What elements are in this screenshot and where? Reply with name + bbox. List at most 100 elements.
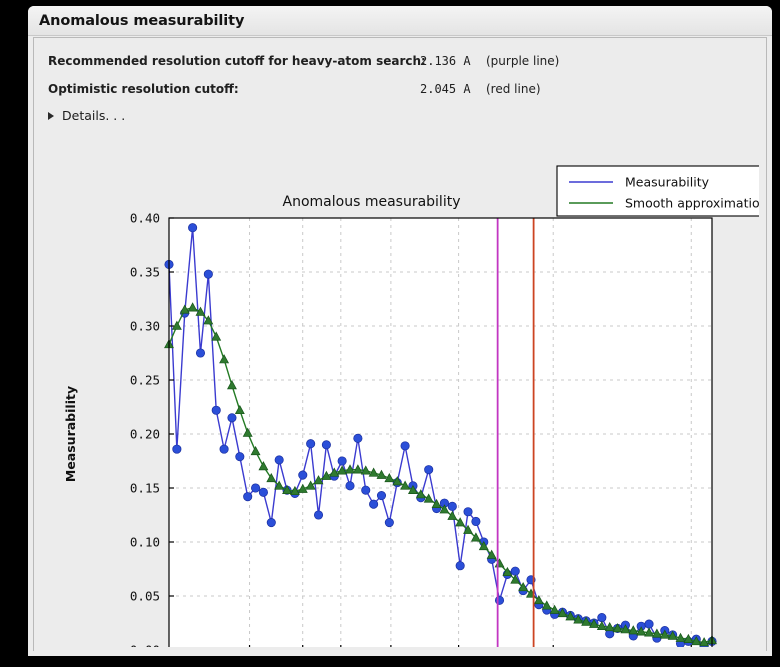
data-point-marker <box>636 626 647 636</box>
info-value-optimistic-cutoff: 2.045 A <box>420 82 471 96</box>
data-point-marker <box>502 566 513 577</box>
data-point-marker <box>400 480 411 490</box>
data-point-marker <box>471 516 481 527</box>
data-point-marker <box>369 499 379 509</box>
data-point-marker <box>305 480 316 490</box>
y-axis-label: Measurability <box>63 386 78 482</box>
y-tick-label: 0.30 <box>130 319 160 334</box>
data-point-marker <box>329 467 340 477</box>
data-point-marker <box>306 439 316 449</box>
data-point-marker <box>289 485 300 496</box>
data-point-marker <box>518 582 529 592</box>
data-point-marker <box>557 607 568 618</box>
anomalous-measurability-chart: 0.00 0.05 0.10 0.15 0.20 0.25 0.30 0.35 0.40 Meas… <box>41 130 759 647</box>
data-point-marker <box>667 630 678 640</box>
plot-area-background <box>169 218 712 647</box>
y-tick-label: 0.10 <box>130 535 160 550</box>
data-point-marker <box>188 223 198 233</box>
data-point-marker <box>195 348 206 358</box>
data-point-marker <box>683 633 694 644</box>
data-point-marker <box>589 618 599 628</box>
data-point-marker <box>227 413 237 423</box>
data-point-marker <box>211 405 221 415</box>
info-label-optimistic-cutoff: Optimistic resolution cutoff: <box>48 82 239 96</box>
data-point-marker <box>415 489 426 499</box>
data-point-marker <box>179 304 190 314</box>
data-point-marker <box>384 472 395 483</box>
data-point-marker <box>242 427 253 437</box>
data-point-marker <box>203 315 214 325</box>
data-point-marker <box>612 623 623 633</box>
info-row-recommended-cutoff: Recommended resolution cutoff for heavy-… <box>48 52 559 70</box>
window-title: Anomalous measurability <box>39 12 245 29</box>
data-point-marker <box>424 465 434 475</box>
data-point-marker <box>431 498 442 508</box>
data-point-marker <box>384 518 394 528</box>
data-point-marker <box>203 269 213 279</box>
series-smooth-approximation <box>164 302 717 647</box>
data-point-marker <box>227 380 237 390</box>
data-point-marker <box>478 540 489 551</box>
data-point-marker <box>321 470 332 480</box>
data-point-marker <box>423 493 434 503</box>
data-point-marker <box>455 561 465 571</box>
data-point-marker <box>510 574 521 584</box>
data-point-marker <box>644 619 654 629</box>
data-point-marker <box>258 487 268 497</box>
data-point-marker <box>361 485 371 495</box>
data-point-marker <box>187 302 198 312</box>
data-point-marker <box>644 627 654 637</box>
data-point-marker <box>541 600 552 610</box>
info-note-recommended-cutoff: (purple line) <box>486 54 560 68</box>
data-point-marker <box>171 320 182 330</box>
data-point-marker <box>651 628 662 638</box>
data-point-marker <box>250 445 261 456</box>
data-point-marker <box>628 625 639 635</box>
y-axis: 0.00 0.05 0.10 0.15 0.20 0.25 0.30 0.35 0.40 Meas… <box>63 211 174 647</box>
data-point-marker <box>494 595 505 605</box>
data-point-marker <box>604 621 615 632</box>
info-label-recommended-cutoff: Recommended resolution cutoff for heavy-… <box>48 54 426 68</box>
data-point-marker <box>266 472 277 483</box>
y-tick-label: 0.40 <box>130 211 160 226</box>
chevron-right-icon <box>48 111 54 120</box>
data-point-marker <box>219 444 229 454</box>
x-axis: 3.53.02.752.52.252.01.75Resolution <box>248 645 692 647</box>
data-point-marker <box>298 470 308 480</box>
data-point-marker <box>470 532 481 542</box>
data-point-marker <box>360 465 371 475</box>
data-point-marker <box>596 620 607 631</box>
data-point-marker <box>297 483 308 493</box>
legend-box <box>556 165 759 217</box>
data-point-marker <box>337 465 348 475</box>
info-value-recommended-cutoff: 2.136 A <box>420 54 471 68</box>
data-point-marker <box>408 484 418 494</box>
data-point-marker <box>620 624 631 634</box>
data-point-marker <box>463 507 473 517</box>
data-point-marker <box>533 594 544 605</box>
data-point-marker <box>345 464 355 474</box>
data-point-marker <box>243 492 253 502</box>
data-point-marker <box>313 510 324 520</box>
info-note-optimistic-cutoff: (red line) <box>486 82 541 96</box>
details-disclosure[interactable]: Details. . . <box>48 108 125 123</box>
data-point-marker <box>258 461 269 471</box>
data-point-marker <box>549 604 560 614</box>
data-point-marker <box>376 491 387 501</box>
data-point-marker <box>659 629 670 639</box>
data-point-marker <box>510 566 520 576</box>
info-row-optimistic-cutoff: Optimistic resolution cutoff: 2.045 A (r… <box>48 80 541 98</box>
legend-label: Smooth approximation <box>625 196 759 211</box>
data-point-marker <box>211 331 222 341</box>
data-point-marker <box>691 636 702 646</box>
data-point-marker <box>597 613 607 623</box>
data-point-marker <box>352 464 363 474</box>
y-tick-label: 0.15 <box>130 481 160 496</box>
data-point-marker <box>274 480 285 490</box>
y-tick-label: 0.05 <box>130 589 160 604</box>
anomalous-measurability-window: Anomalous measurability Recommended reso… <box>28 6 772 656</box>
data-point-marker <box>400 441 410 451</box>
data-point-marker <box>266 518 276 528</box>
data-point-marker <box>699 637 710 647</box>
details-label: Details. . . <box>62 108 126 123</box>
